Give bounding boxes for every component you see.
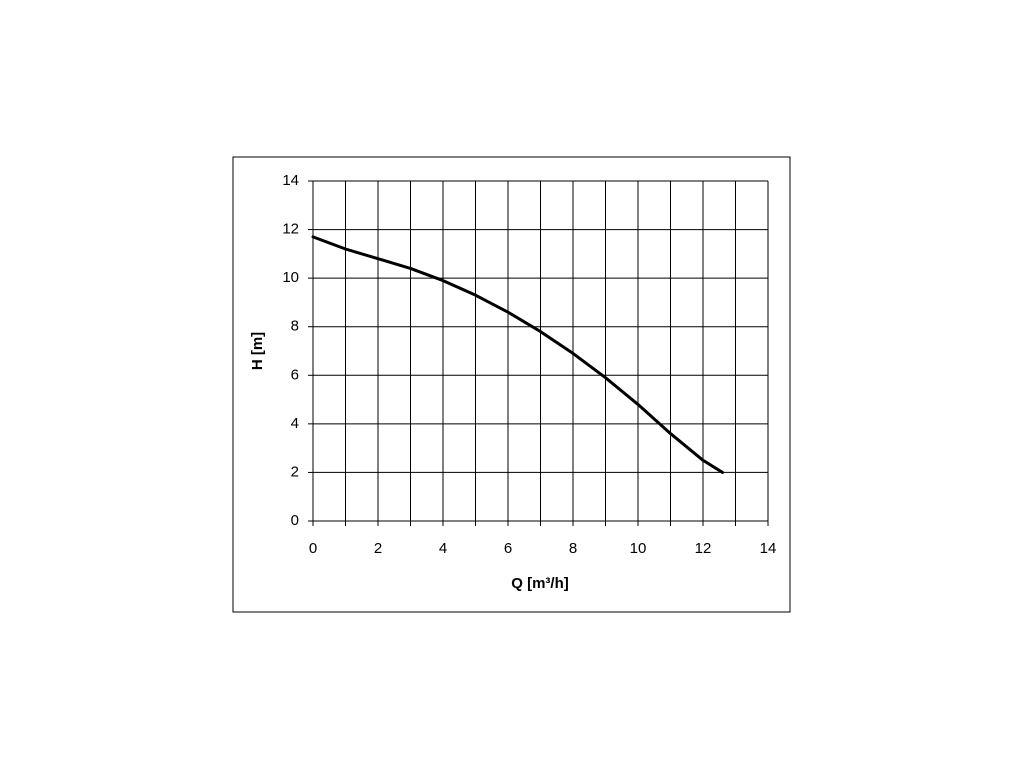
y-tick-label: 4 bbox=[291, 415, 299, 432]
y-tick-label: 6 bbox=[291, 366, 299, 383]
x-tick-label: 4 bbox=[439, 540, 447, 557]
y-tick-label: 14 bbox=[282, 172, 299, 189]
x-tick-label: 0 bbox=[309, 540, 317, 557]
y-tick-label: 2 bbox=[291, 463, 299, 480]
x-axis-label: Q [m³/h] bbox=[511, 575, 569, 592]
x-tick-label: 6 bbox=[504, 540, 512, 557]
y-tick-label: 8 bbox=[291, 318, 299, 335]
y-tick-label: 10 bbox=[282, 269, 299, 286]
y-tick-label: 0 bbox=[291, 512, 299, 529]
x-tick-label: 12 bbox=[695, 540, 712, 557]
data-line bbox=[311, 235, 724, 474]
y-tick-label: 12 bbox=[282, 221, 299, 238]
x-tick-label: 10 bbox=[630, 540, 647, 557]
x-tick-label: 14 bbox=[760, 540, 777, 557]
x-tick-label: 2 bbox=[374, 540, 382, 557]
x-tick-label: 8 bbox=[569, 540, 577, 557]
chart-frame bbox=[232, 156, 791, 613]
y-axis-label: H [m] bbox=[249, 332, 266, 370]
